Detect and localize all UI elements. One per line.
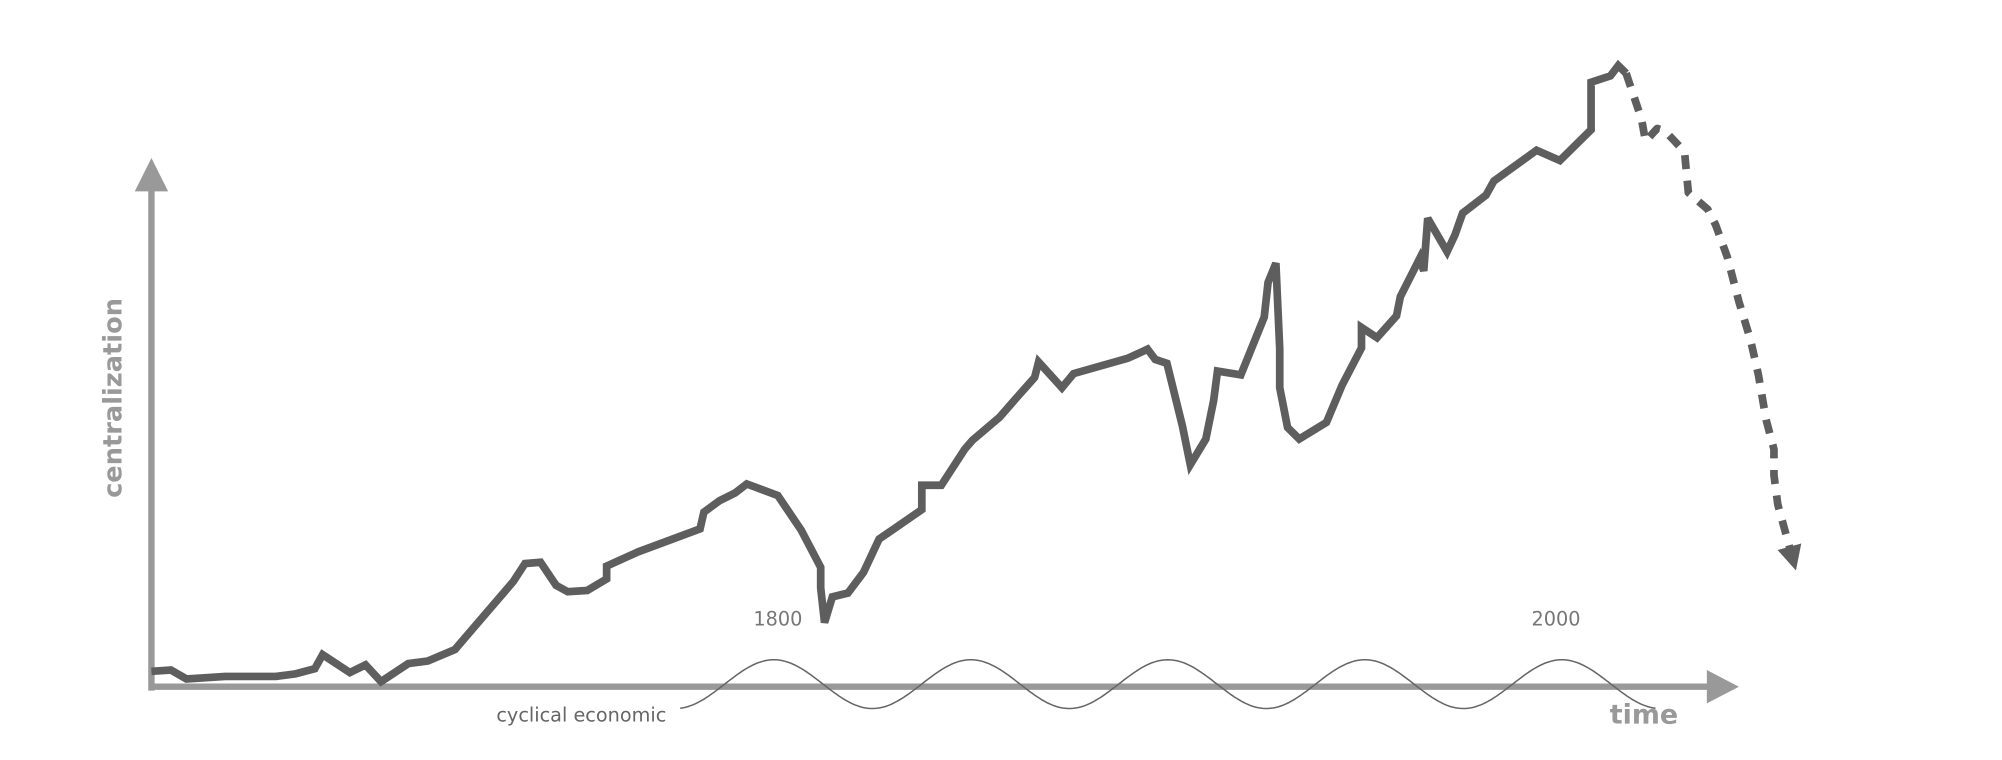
data-line [151, 59, 1629, 687]
x-tick-label: 1800 [753, 607, 802, 630]
x-tick-label: 2000 [1532, 607, 1581, 630]
annotation: cyclical economic [496, 704, 666, 727]
y-axis-label: centralization [99, 298, 129, 498]
x-axis-arrow [1706, 670, 1739, 704]
y-axis-arrow [134, 157, 169, 192]
projection-line [1622, 72, 1802, 571]
x-axis-label: time [1610, 700, 1678, 731]
cyclical-wave [680, 658, 1656, 710]
